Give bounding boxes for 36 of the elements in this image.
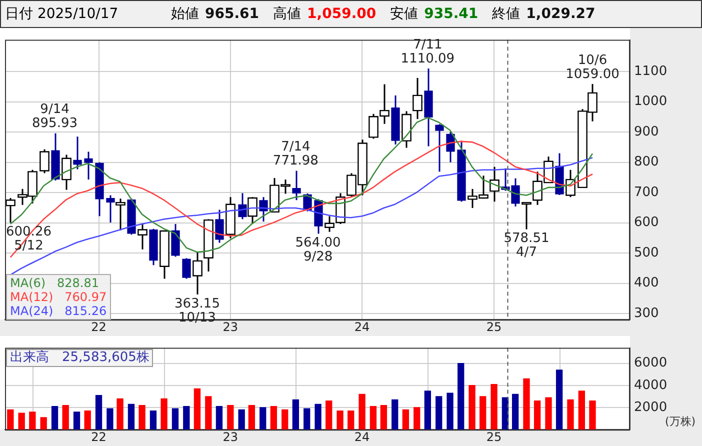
x-tick-label: 22 xyxy=(91,430,106,444)
annotation: 10/6 1059.00 xyxy=(566,52,620,82)
y-tick-label: 1000 xyxy=(634,94,668,110)
x-tick-label: 24 xyxy=(354,320,370,334)
text: MA(6) 828.81 xyxy=(10,276,100,290)
y-tick-label: 800 xyxy=(634,154,659,170)
x-tick-label: 25 xyxy=(486,320,502,334)
x-tick-label: 23 xyxy=(222,430,238,444)
y-tick-label: 900 xyxy=(634,124,659,140)
chart-title: 日付 2025/10/17 xyxy=(4,5,120,23)
y-tick-label: 500 xyxy=(634,245,659,260)
y-tick-label: 300 xyxy=(634,306,659,321)
y-tick-label: 700 xyxy=(634,184,659,200)
text: MA(12) 760.97 xyxy=(10,290,107,304)
text: 始値 965.61 xyxy=(171,5,260,23)
chart-title: 出来高 25,583,605株 xyxy=(6,348,154,367)
text: 終値 1,029.27 xyxy=(492,5,596,23)
text: 安値 935.41 xyxy=(390,5,478,23)
x-tick-label: 25 xyxy=(486,430,502,444)
y-axis-title: (万株) xyxy=(665,414,696,429)
x-tick-label: 22 xyxy=(91,320,106,334)
annotation: 564.00 9/28 xyxy=(295,236,341,265)
text: MA(24) 815.26 xyxy=(10,304,107,318)
y-tick-label: 400 xyxy=(634,276,659,291)
annotation: 9/14 895.93 xyxy=(32,102,78,132)
y-tick-label: 4000 xyxy=(634,378,668,393)
text: 高値 1,059.00 xyxy=(273,5,376,23)
y-tick-label: 600 xyxy=(634,215,659,230)
y-tick-label: 1100 xyxy=(634,64,668,79)
x-tick-label: 23 xyxy=(222,320,238,334)
annotation: 7/14 771.98 xyxy=(272,140,318,169)
annotation: 7/11 1110.09 xyxy=(400,37,455,66)
x-tick-label: 24 xyxy=(354,430,370,444)
annotation: 578.51 4/7 xyxy=(504,231,550,260)
y-tick-label: 2000 xyxy=(634,400,668,415)
y-tick-label: 6000 xyxy=(634,356,668,371)
